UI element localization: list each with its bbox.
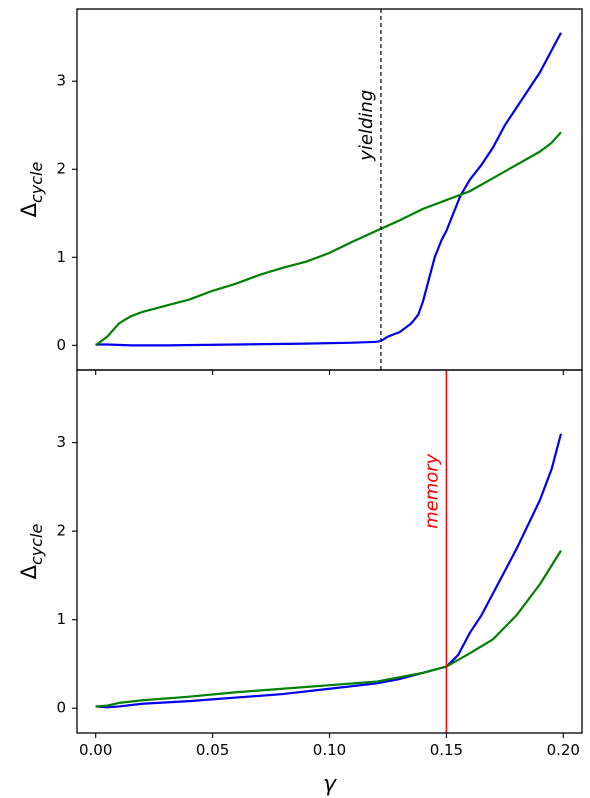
x-tick-label: 0.00 [79, 741, 112, 759]
y-tick-label: 1 [56, 610, 66, 628]
y-tick-label: 1 [56, 248, 66, 266]
y-axis-label: Δcycle [17, 523, 46, 579]
x-tick-label: 0.15 [430, 741, 463, 759]
y-tick-label: 0 [56, 336, 66, 354]
y-axis-label: Δcycle [17, 161, 46, 217]
bottom-panel: memory 0 1 2 3 0.00 0.05 0.10 0.15 0.20 Δcycle γ [17, 369, 583, 797]
top-panel: yielding 0 1 2 3 Δcycle [17, 8, 583, 375]
y-tick-label: 3 [56, 72, 66, 90]
x-tick-label: 0.05 [196, 741, 229, 759]
x-tick-label: 0.20 [547, 741, 580, 759]
series-line-2 [95, 131, 562, 347]
series-line-2 [95, 550, 562, 708]
y-tick-label: 0 [56, 699, 66, 717]
annotation-label: yielding [356, 90, 377, 162]
y-tick-label: 2 [56, 522, 66, 540]
series-line-1 [95, 32, 562, 347]
annotation-label: memory [421, 453, 442, 529]
x-axis-label: γ [323, 772, 337, 797]
x-tick-label: 0.10 [313, 741, 346, 759]
y-tick-label: 2 [56, 160, 66, 178]
y-tick-label: 3 [56, 433, 66, 451]
